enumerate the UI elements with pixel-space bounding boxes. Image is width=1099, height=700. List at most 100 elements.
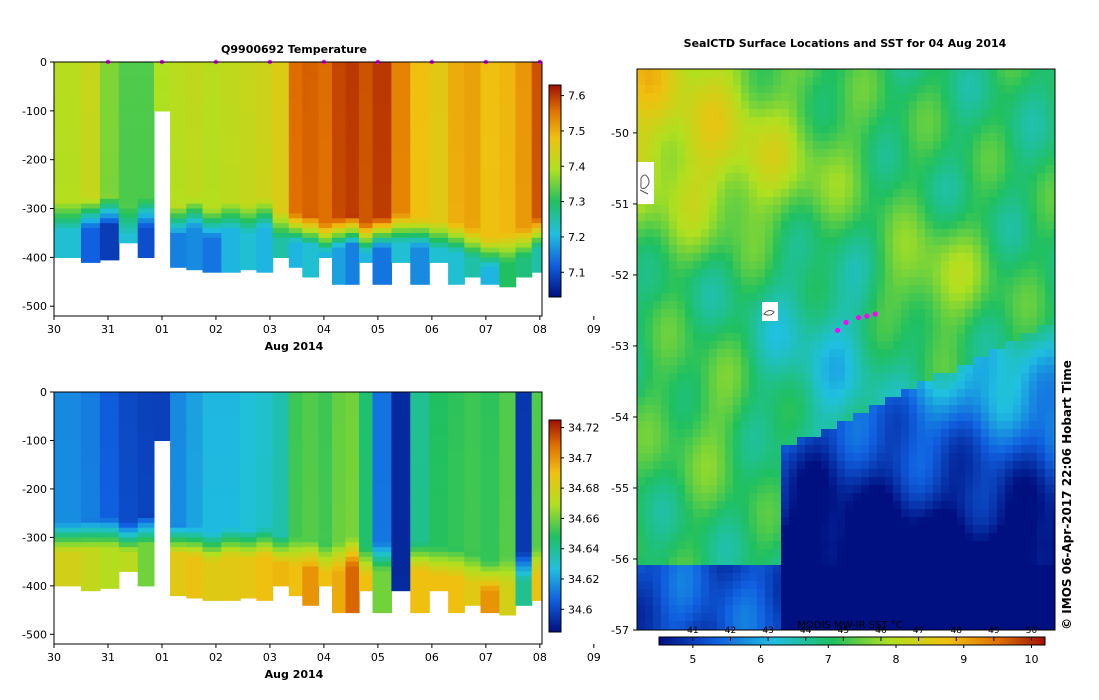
profile-cell bbox=[153, 392, 171, 398]
profile-cell bbox=[515, 140, 533, 146]
profile-cell bbox=[137, 551, 155, 558]
profile-cell bbox=[118, 401, 139, 408]
profile-cell bbox=[480, 469, 500, 475]
profile-cell bbox=[531, 595, 542, 601]
profile-cell bbox=[240, 537, 257, 543]
x-tick-label: 09 bbox=[587, 323, 601, 336]
profile-cell bbox=[137, 106, 155, 112]
profile-cell bbox=[410, 411, 430, 417]
profile-cell bbox=[480, 600, 500, 606]
profile-cell bbox=[332, 508, 347, 514]
profile-cell bbox=[99, 71, 120, 78]
profile-cell bbox=[480, 556, 500, 563]
profile-cell bbox=[137, 547, 155, 553]
profile-cell bbox=[54, 208, 82, 214]
sst-tick-label-c: 6 bbox=[757, 653, 764, 666]
profile-cell bbox=[81, 571, 101, 577]
profile-cell bbox=[318, 518, 333, 524]
profile-cell bbox=[391, 159, 411, 166]
profile-cell bbox=[240, 145, 257, 151]
profile-cell bbox=[272, 435, 290, 441]
profile-cell bbox=[391, 125, 411, 131]
profile-cell bbox=[499, 223, 517, 229]
profile-cell bbox=[531, 425, 542, 432]
profile-cell bbox=[464, 237, 482, 244]
profile-cell bbox=[410, 76, 430, 83]
profile-cell bbox=[118, 233, 139, 239]
profile-cell bbox=[410, 276, 430, 283]
profile-cell bbox=[272, 106, 290, 112]
profile-cell bbox=[448, 62, 465, 68]
profile-cell bbox=[221, 547, 241, 553]
profile-cell bbox=[464, 498, 482, 504]
profile-cell bbox=[499, 101, 517, 107]
profile-cell bbox=[531, 590, 542, 597]
y-tick-label: -500 bbox=[22, 628, 47, 641]
profile-cell bbox=[499, 145, 517, 151]
profile-cell bbox=[499, 198, 517, 205]
profile-cell bbox=[54, 527, 82, 534]
profile-cell bbox=[288, 401, 303, 408]
profile-cell bbox=[118, 561, 139, 567]
profile-cell bbox=[318, 469, 333, 475]
profile-cell bbox=[256, 450, 274, 456]
profile-cell bbox=[499, 267, 517, 273]
profile-cell bbox=[256, 411, 274, 417]
profile-cell bbox=[448, 130, 465, 136]
profile-cell bbox=[332, 581, 347, 587]
profile-cell bbox=[54, 474, 82, 480]
profile-cell bbox=[332, 247, 347, 254]
profile-cell bbox=[302, 532, 320, 538]
profile-cell bbox=[186, 135, 204, 141]
profile-cell bbox=[153, 71, 171, 78]
profile-cell bbox=[318, 566, 333, 572]
profile-cell bbox=[137, 233, 155, 239]
profile-cell bbox=[288, 233, 303, 239]
profile-cell bbox=[345, 218, 360, 224]
profile-cell bbox=[256, 145, 274, 151]
profile-cell bbox=[391, 459, 411, 466]
profile-cell bbox=[81, 149, 101, 156]
profile-cell bbox=[372, 228, 392, 234]
profile-cell bbox=[202, 233, 222, 239]
profile-cell bbox=[372, 581, 392, 587]
profile-cell bbox=[372, 125, 392, 131]
profile-cell bbox=[302, 430, 320, 437]
profile-cell bbox=[256, 556, 274, 563]
profile-cell bbox=[186, 411, 204, 417]
profile-cell bbox=[410, 513, 430, 519]
profile-cell bbox=[221, 537, 241, 543]
sst-tick-label-c: 5 bbox=[689, 653, 696, 666]
profile-cell bbox=[499, 595, 517, 601]
profile-cell bbox=[202, 120, 222, 127]
profile-cell bbox=[81, 561, 101, 567]
profile-cell bbox=[345, 401, 360, 408]
profile-cell bbox=[345, 91, 360, 97]
profile-cell bbox=[272, 145, 290, 151]
profile-cell bbox=[302, 174, 320, 180]
profile-cell bbox=[170, 71, 187, 78]
profile-cell bbox=[137, 208, 155, 214]
profile-cell bbox=[256, 464, 274, 471]
profile-cell bbox=[137, 76, 155, 83]
profile-cell bbox=[480, 262, 500, 268]
profile-cell bbox=[99, 430, 120, 437]
profile-cell bbox=[531, 189, 542, 195]
profile-cell bbox=[464, 228, 482, 234]
profile-cell bbox=[170, 547, 187, 553]
profile-cell bbox=[288, 508, 303, 514]
profile-cell bbox=[359, 469, 374, 475]
profile-cell bbox=[345, 135, 360, 141]
profile-cell bbox=[448, 106, 465, 112]
profile-cell bbox=[186, 189, 204, 195]
profile-cell bbox=[531, 145, 542, 151]
profile-cell bbox=[118, 159, 139, 166]
profile-cell bbox=[318, 101, 333, 107]
profile-cell bbox=[359, 135, 374, 141]
profile-cell bbox=[272, 101, 290, 107]
profile-cell bbox=[515, 527, 533, 534]
profile-cell bbox=[302, 474, 320, 480]
profile-cell bbox=[272, 208, 290, 214]
profile-cell bbox=[391, 169, 411, 175]
profile-cell bbox=[240, 503, 257, 509]
